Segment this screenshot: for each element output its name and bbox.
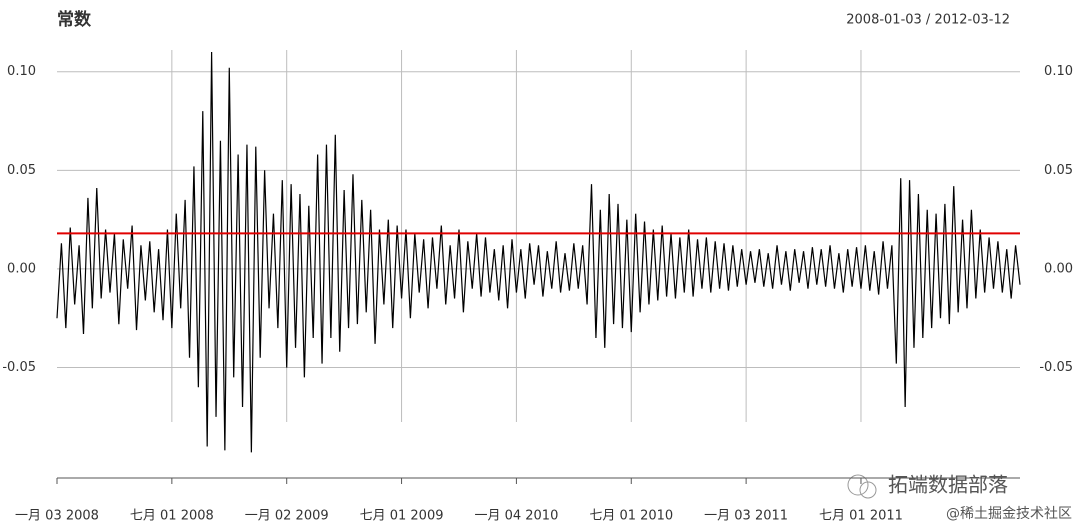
watermark-text: @稀土掘金技术社区 [946,506,1072,522]
watermark-icon [847,474,869,496]
series-line [56,51,1021,453]
watermark [847,474,877,499]
y-tick-label-right: 0.00 [1044,261,1073,276]
watermark-icon [859,481,877,499]
chart-title: 常数 [57,9,92,30]
x-tick-label: 七月 01 2010 [589,509,673,524]
x-tick-label: 一月 02 2009 [245,509,329,524]
x-tick-label: 七月 01 2008 [130,509,214,524]
y-tick-label-right: 0.05 [1044,163,1073,178]
y-tick-label-right: 0.10 [1044,64,1073,79]
x-tick-label: 一月 04 2010 [474,509,558,524]
date-range: 2008-01-03 / 2012-03-12 [846,13,1010,28]
x-tick-label: 一月 03 2008 [15,509,99,524]
y-tick-label: 0.10 [7,64,36,79]
watermark-text: 拓端数据部落 [888,473,1008,497]
y-tick-label: 0.00 [7,261,36,276]
y-tick-label: 0.05 [7,163,36,178]
y-tick-label: -0.05 [2,360,36,375]
x-tick-label: 七月 01 2009 [360,509,444,524]
y-tick-label-right: -0.05 [1039,360,1073,375]
x-tick-label: 一月 03 2011 [704,509,788,524]
x-tick-label: 七月 01 2011 [819,509,903,524]
